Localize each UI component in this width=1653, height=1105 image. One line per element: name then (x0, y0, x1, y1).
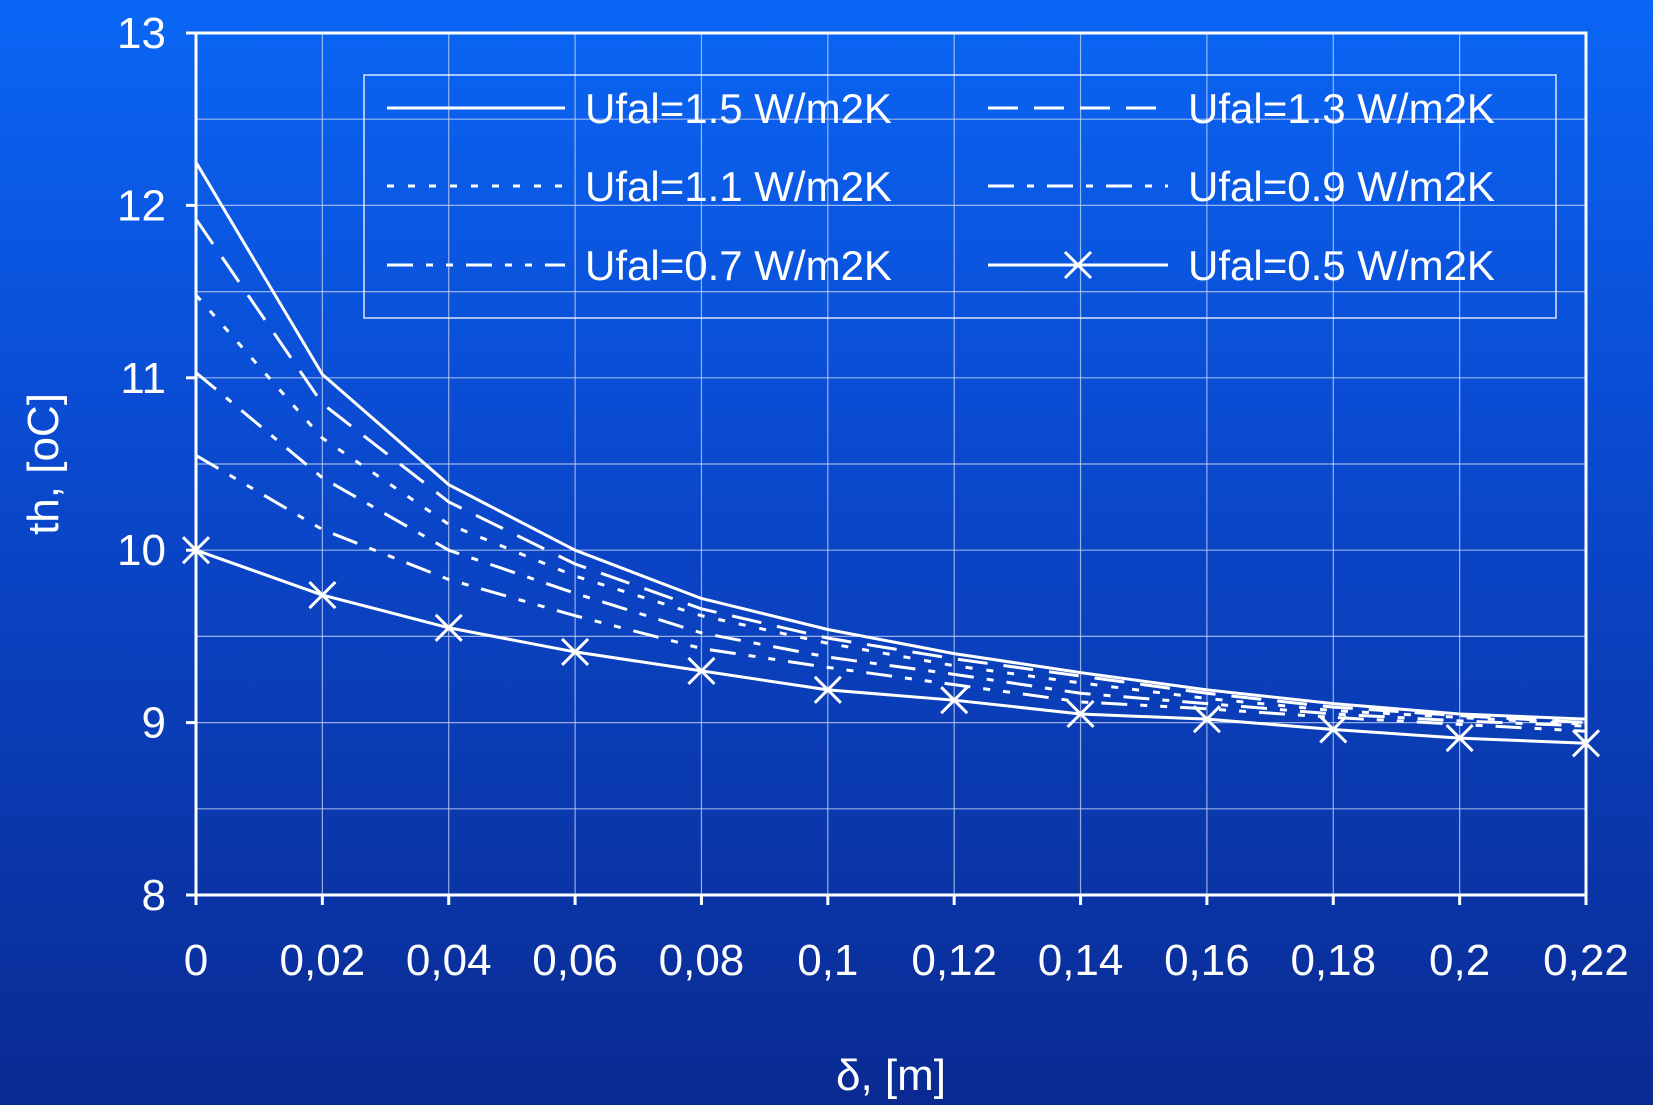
legend-entry-label: Ufal=1.1 W/m2K (585, 163, 892, 210)
series-lines (181, 161, 1601, 758)
y-tick-label: 13 (117, 9, 166, 58)
legend-entry-label: Ufal=0.7 W/m2K (585, 242, 892, 289)
y-tick-label: 8 (142, 871, 166, 920)
y-tick-label: 11 (120, 354, 166, 403)
y-axis-title: th, [oC] (19, 393, 68, 535)
legend-entry-label: Ufal=0.5 W/m2K (1188, 242, 1495, 289)
x-marker (1066, 699, 1095, 729)
x-marker (940, 686, 969, 715)
y-tick-label: 12 (117, 181, 166, 230)
series-line-4 (195, 371, 1587, 728)
series-line-1 (194, 161, 1587, 721)
series-line-2 (194, 218, 1587, 725)
x-marker (1063, 250, 1093, 280)
x-tick-label: 0,02 (280, 936, 366, 985)
series-line-5 (195, 454, 1587, 733)
x-tick-label: 0,14 (1038, 936, 1124, 985)
x-tick-label: 0,04 (406, 936, 492, 985)
y-tick-label: 9 (142, 699, 166, 748)
legend: Ufal=1.5 W/m2K Ufal=1.3 W/m2K Ufal=1.1 W/m… (363, 74, 1557, 319)
legend-entry-label: Ufal=1.3 W/m2K (1188, 85, 1495, 132)
x-marker (1192, 705, 1221, 734)
x-tick-label: 0,12 (911, 936, 997, 985)
x-tick-label: 0,06 (532, 936, 618, 985)
legend-box (363, 74, 1557, 319)
y-tick-label: 10 (117, 526, 166, 575)
x-tick-label: 0,16 (1164, 936, 1250, 985)
x-marker (308, 580, 337, 610)
legend-entry-label: Ufal=0.9 W/m2K (1188, 163, 1495, 210)
plot-frame (194, 31, 1588, 897)
series-line-6 (195, 548, 1587, 745)
x-marker (687, 656, 716, 685)
x-tick-label: 0,2 (1429, 936, 1490, 985)
x-marker (434, 613, 463, 642)
x-tick-label: 0,1 (797, 936, 858, 985)
x-tick-label: 0,22 (1543, 936, 1629, 985)
x-axis-ticks: 0 0,02 0,04 0,06 0,08 0,1 0,12 0,14 0,16 0,18 0,2 0… (184, 895, 1629, 985)
series-line-3 (194, 294, 1587, 726)
x-axis-title: δ, [m] (836, 1051, 946, 1100)
x-marker (1319, 715, 1348, 744)
x-tick-label: 0 (184, 936, 208, 985)
x-marker (1445, 724, 1474, 753)
legend-entry-label: Ufal=1.5 W/m2K (585, 85, 892, 132)
x-marker (561, 637, 590, 666)
x-marker (813, 675, 842, 704)
x-tick-label: 0,08 (659, 936, 745, 985)
x-tick-label: 0,18 (1290, 936, 1376, 985)
y-axis-ticks: 8 9 10 11 12 13 (117, 9, 196, 920)
